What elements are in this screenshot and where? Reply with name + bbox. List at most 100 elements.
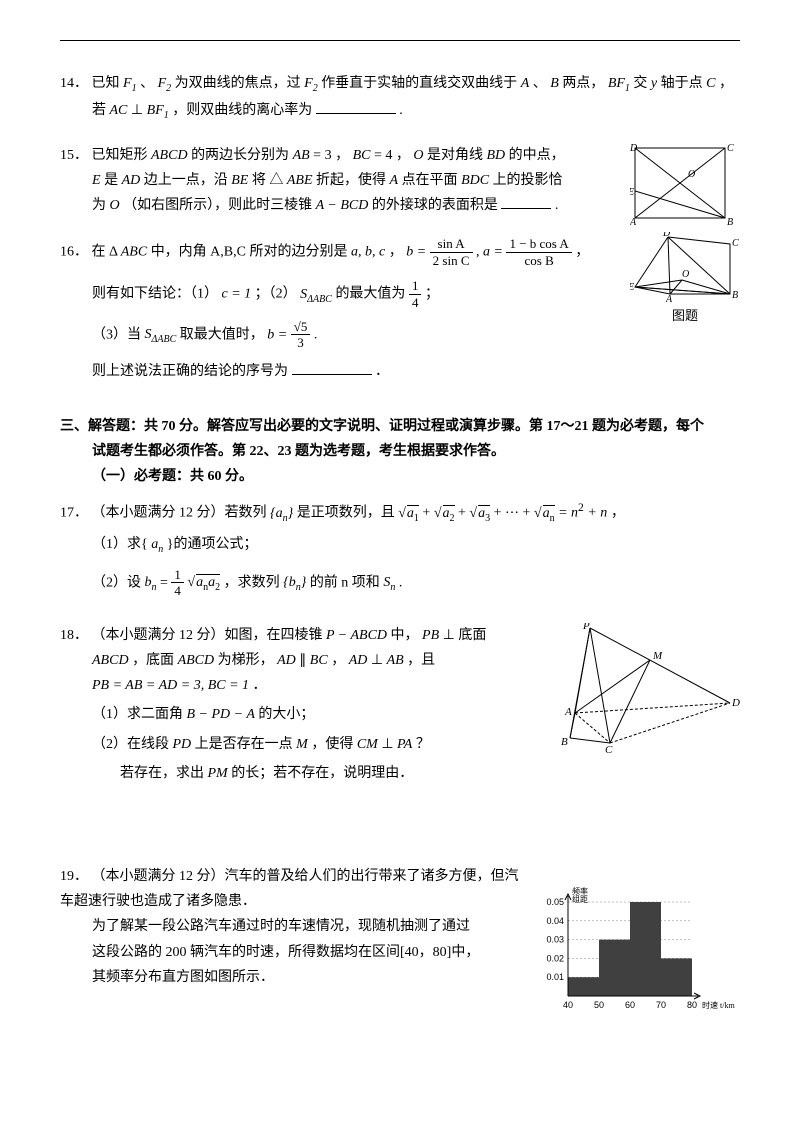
problem-number: 19． [60, 869, 88, 884]
eq-line: PB = AB = AD = 3, BC = 1 [92, 678, 249, 693]
comma: ， [719, 76, 733, 91]
text: 取最大值时， [180, 327, 264, 342]
plus: + ⋯ + [494, 506, 534, 521]
svg-text:70: 70 [656, 1000, 666, 1010]
eq-c: c = 1 [222, 287, 252, 302]
sup: 2 [578, 501, 584, 514]
problem-15: D C A B E O D C E [60, 143, 740, 219]
svg-text:B: B [561, 736, 568, 748]
answer-blank [292, 360, 372, 375]
comma: , [476, 244, 483, 259]
text: 的中点， [509, 148, 565, 163]
sep: 、 [140, 76, 154, 91]
var-A: A [390, 173, 399, 188]
header-line-1: 三、解答题：共 70 分。解答应写出必要的文字说明、证明过程或演算步骤。第 17… [60, 414, 740, 439]
svg-text:A: A [630, 217, 637, 228]
var-ab: AB [293, 148, 310, 163]
var-abcd: ABCD [178, 653, 215, 668]
problem-17: 17． （本小题满分 12 分）若数列 {an} 是正项数列，且 √a1 + √… [60, 497, 740, 598]
svg-text:50: 50 [594, 1000, 604, 1010]
header-line-2: 试题考生都必须作答。第 22、23 题为选考题，考生根据要求作答。 [60, 439, 740, 464]
text: ，使得 [311, 737, 353, 752]
text: 轴于点 [661, 76, 703, 91]
problem-number: 17． [60, 506, 88, 521]
text: 的最大值为 [335, 287, 405, 302]
sqrt-term: √a2 [434, 506, 455, 521]
bn2: {bn} [283, 575, 306, 590]
semi: ； [425, 287, 439, 302]
bn: bn [145, 575, 157, 590]
period: ． [253, 678, 267, 693]
comma: ， [389, 244, 403, 259]
svg-text:0.02: 0.02 [546, 953, 564, 963]
fraction: 1 4 [171, 567, 184, 599]
perp-symbol: ⊥ [131, 103, 143, 118]
var-abc: ABC [121, 244, 147, 259]
text: （如右图所示），则此时三棱锥 [123, 198, 312, 213]
period: . [314, 327, 318, 342]
text: 是 [104, 173, 122, 188]
period: . [555, 198, 559, 213]
var-ad: AD [122, 173, 141, 188]
problem-18: P A B C D M 18． （本小题满分 12 分）如图，在四棱锥 P − … [60, 623, 740, 786]
perp: ⊥ [443, 628, 455, 643]
var-bc: BC [353, 148, 371, 163]
problem-number: 14． [60, 76, 88, 91]
sub2: （2）在线段 [92, 737, 169, 752]
plus: + [422, 506, 433, 521]
text: （本小题满分 12 分）汽车的普及给人们的出行带来了诸多方便，但汽车超速行驶也造… [60, 869, 519, 909]
problem-number: 15． [60, 148, 88, 163]
var-ad: AD [277, 653, 296, 668]
period: ． [375, 364, 389, 379]
text: 若 [92, 103, 106, 118]
tri: △ [269, 173, 283, 188]
par: ∥ [299, 653, 310, 668]
comma: ， [331, 653, 345, 668]
svg-text:C: C [727, 143, 734, 154]
text: 的前 n 项和 [310, 575, 380, 590]
text: 为 [92, 198, 106, 213]
text: 在 [92, 244, 106, 259]
text: 边上一点，沿 [144, 173, 232, 188]
svg-text:A: A [564, 706, 572, 718]
text: ，求数列 [224, 575, 280, 590]
sub1: （1）求{ [92, 537, 148, 552]
svg-text:O: O [688, 169, 695, 180]
problem-14: 14． 已知 F1 、 F2 为双曲线的焦点，过 F2 作垂直于实轴的直线交双曲… [60, 71, 740, 125]
var-C: C [706, 76, 715, 91]
period: . [399, 575, 403, 590]
svg-text:0.05: 0.05 [546, 897, 564, 907]
var-B: B [550, 76, 559, 91]
sep: 、 [533, 76, 547, 91]
var-bd: BD [487, 148, 506, 163]
svg-text:0.01: 0.01 [546, 972, 564, 982]
text: 是对角线 [427, 148, 483, 163]
var-be: BE [231, 173, 248, 188]
text: 为梯形， [218, 653, 274, 668]
var-y: y [651, 76, 657, 91]
text: 折起，使得 [316, 173, 390, 188]
text: }的通项公式； [167, 537, 258, 552]
var-bf1: BF1 [608, 76, 630, 91]
eq-b: b = [406, 244, 429, 259]
var-ac: AC [110, 103, 128, 118]
text: （3）当 [92, 327, 141, 342]
eq: = 3 [313, 148, 331, 163]
var-bc: BC [310, 653, 328, 668]
sqrt-term: √an [534, 506, 555, 521]
var-O: O [110, 198, 120, 213]
figure-19-container: 0.010.020.030.040.054050607080频率组距时速 t/k… [530, 884, 740, 1014]
svg-text:M: M [652, 650, 663, 662]
svg-text:40: 40 [563, 1000, 573, 1010]
problem-number: 18． [60, 628, 88, 643]
svg-text:C: C [605, 744, 613, 753]
var-pm: PM [208, 766, 228, 781]
svg-text:时速 t/km: 时速 t/km [702, 1000, 735, 1010]
text: 上是否存在一点 [195, 737, 293, 752]
text: 底面 [458, 628, 486, 643]
section-3-header: 三、解答题：共 70 分。解答应写出必要的文字说明、证明过程或演算步骤。第 17… [60, 414, 740, 490]
text: 为了解某一段公路汽车通过时的车速情况，现随机抽测了通过 [92, 919, 470, 934]
eq: = [160, 575, 171, 590]
header-line-3: （一）必考题：共 60 分。 [60, 464, 740, 489]
eq-b: b = [267, 327, 290, 342]
